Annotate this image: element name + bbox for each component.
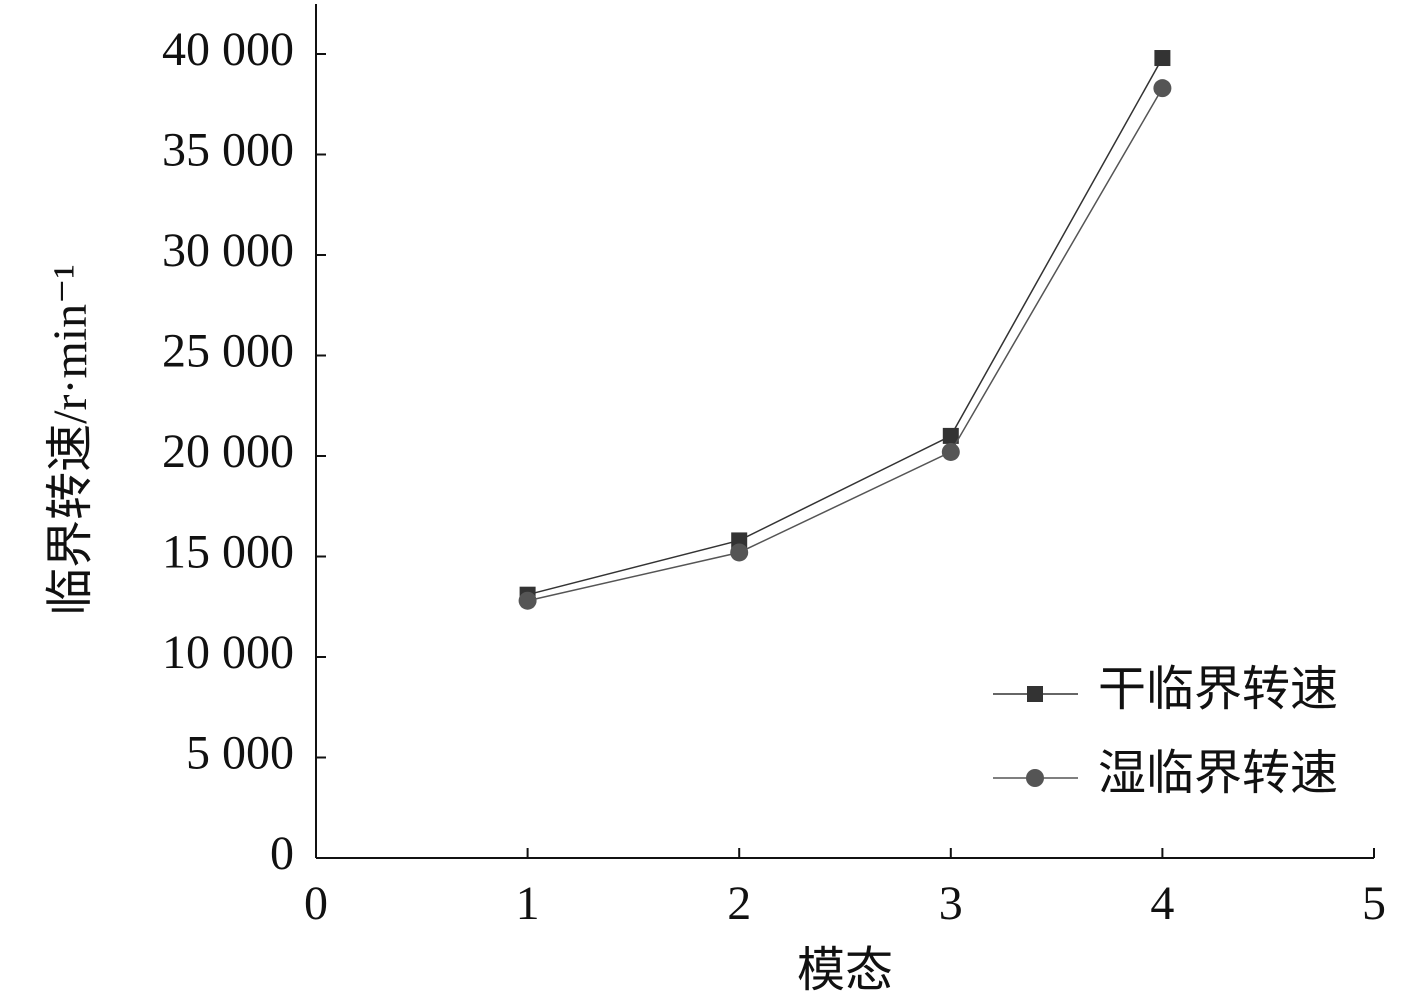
legend-marker	[1026, 769, 1044, 787]
y-tick-label: 25 000	[162, 325, 294, 378]
marker	[1154, 50, 1171, 67]
marker	[1153, 79, 1172, 98]
y-tick-label: 35 000	[162, 124, 294, 177]
legend-marker	[1027, 686, 1043, 702]
x-axis-label: 模态	[797, 944, 893, 997]
y-tick-label: 0	[270, 827, 294, 880]
legend-label: 湿临界转速	[1098, 747, 1338, 800]
y-tick-label: 40 000	[162, 23, 294, 76]
y-tick-label: 5 000	[186, 727, 294, 780]
line	[527, 87, 1164, 602]
x-tick-label: 3	[939, 877, 963, 930]
marker	[942, 427, 959, 444]
marker	[730, 543, 749, 562]
marker	[518, 591, 537, 610]
marker	[941, 442, 960, 461]
legend-label: 干临界转速	[1098, 663, 1338, 716]
y-tick-label: 15 000	[162, 526, 294, 579]
y-axis-label: 临界转速/r·min⁻¹	[44, 264, 97, 616]
line	[527, 57, 1164, 596]
x-tick-label: 4	[1150, 877, 1174, 930]
y-tick-label: 10 000	[162, 626, 294, 679]
y-tick-label: 20 000	[162, 425, 294, 478]
x-tick-label: 1	[516, 877, 540, 930]
x-tick-label: 0	[304, 877, 328, 930]
y-tick-label: 30 000	[162, 224, 294, 277]
x-tick-label: 2	[727, 877, 751, 930]
x-tick-label: 5	[1362, 877, 1386, 930]
